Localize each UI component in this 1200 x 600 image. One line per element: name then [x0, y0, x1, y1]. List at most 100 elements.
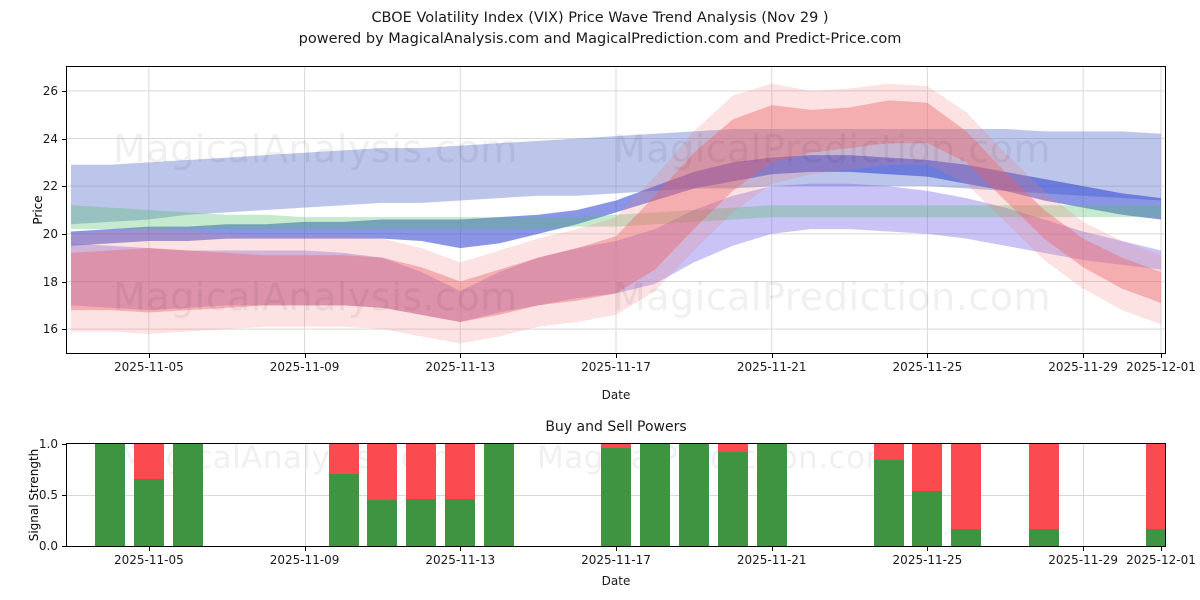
buy-power-segment: [1029, 528, 1060, 546]
signal-bar[interactable]: [328, 444, 359, 546]
buy-power-segment: [445, 499, 476, 546]
buy-power-segment: [367, 500, 398, 546]
main-y-tick: 24: [42, 131, 58, 146]
main-x-tick-mark: [304, 354, 306, 358]
buy-power-segment: [912, 490, 943, 546]
signal-x-tick: 2025-11-21: [736, 553, 807, 567]
sell-power-segment: [1146, 444, 1165, 529]
signal-bar[interactable]: [406, 444, 437, 546]
main-y-tick: 20: [42, 226, 58, 241]
signal-x-tick: 2025-11-17: [581, 553, 651, 567]
main-x-tick: 2025-12-01: [1126, 360, 1196, 374]
main-x-tick-mark: [927, 354, 929, 358]
main-x-tick-mark: [1161, 354, 1162, 358]
signal-x-axis-label: Date: [601, 574, 631, 588]
main-y-tick: 18: [42, 274, 58, 289]
sell-power-segment: [912, 444, 943, 491]
signal-x-tick: 2025-11-05: [113, 553, 184, 567]
buy-sell-powers-chart: MagicalAnalysis.com MagicalPrediction.co…: [66, 443, 1166, 547]
buy-power-segment: [133, 478, 164, 546]
signal-bar[interactable]: [172, 444, 203, 546]
signal-bar[interactable]: [873, 444, 904, 546]
sell-power-segment: [367, 444, 398, 501]
buy-power-segment: [756, 444, 787, 546]
main-y-tick-mark: [62, 186, 66, 188]
signal-bar[interactable]: [445, 444, 476, 546]
buy-power-segment: [484, 444, 515, 546]
price-wave-trend-chart: MagicalAnalysis.com MagicalPrediction.co…: [66, 66, 1166, 354]
signal-bar[interactable]: [94, 444, 125, 546]
main-y-tick-mark: [62, 138, 66, 140]
main-x-tick-mark: [771, 354, 773, 358]
sell-power-segment: [601, 444, 631, 449]
main-x-tick-mark: [148, 354, 150, 358]
signal-bar[interactable]: [756, 444, 787, 546]
signal-x-tick-mark: [304, 547, 306, 551]
watermark-signal-right: MagicalPrediction.com: [537, 443, 897, 476]
signal-x-tick: 2025-11-09: [269, 553, 340, 567]
main-x-axis-label: Date: [601, 388, 631, 402]
sell-power-segment: [1029, 444, 1060, 529]
buy-power-segment: [678, 444, 709, 546]
signal-bar[interactable]: [601, 444, 631, 546]
buy-power-segment: [873, 460, 904, 546]
signal-bar[interactable]: [951, 444, 982, 546]
page-subtitle: powered by MagicalAnalysis.com and Magic…: [298, 31, 902, 47]
watermark-signal-left: MagicalAnalysis.com: [119, 443, 451, 476]
sell-power-segment: [445, 444, 476, 500]
main-x-tick: 2025-11-13: [425, 360, 496, 374]
signal-bar[interactable]: [1029, 444, 1060, 546]
signal-bar[interactable]: [133, 444, 164, 546]
sell-power-segment: [951, 444, 982, 529]
signal-x-tick-mark: [148, 547, 150, 551]
sell-power-segment: [406, 444, 437, 500]
signal-x-tick-mark: [927, 547, 929, 551]
buy-power-segment: [1146, 528, 1165, 546]
signal-x-tick-mark: [1161, 547, 1162, 551]
signal-y-tick: 1.0: [38, 437, 58, 451]
main-y-tick-mark: [62, 233, 66, 235]
main-x-tick: 2025-11-05: [113, 360, 184, 374]
signal-x-tick-mark: [771, 547, 773, 551]
signal-bar[interactable]: [678, 444, 709, 546]
signal-bar[interactable]: [367, 444, 398, 546]
signal-gridline-vertical: [304, 444, 306, 546]
buy-power-segment: [328, 473, 359, 546]
buy-power-segment: [94, 444, 125, 546]
signal-x-tick: 2025-11-13: [425, 553, 496, 567]
buy-power-segment: [601, 448, 631, 546]
signal-gridline-vertical: [1083, 444, 1085, 546]
signal-y-tick: 0.0: [38, 539, 58, 553]
buy-power-segment: [951, 528, 982, 546]
signal-bar[interactable]: [484, 444, 515, 546]
signal-x-tick-mark: [460, 547, 462, 551]
signal-x-tick: 2025-11-29: [1048, 553, 1119, 567]
signal-bar[interactable]: [717, 444, 748, 546]
main-x-tick-mark: [616, 354, 617, 358]
signal-chart-title: Buy and Sell Powers: [545, 419, 687, 435]
buy-power-segment: [717, 452, 748, 546]
signal-x-tick: 2025-11-25: [892, 553, 963, 567]
signal-bar[interactable]: [639, 444, 670, 546]
signal-y-tick: 0.5: [38, 488, 58, 502]
signal-bar[interactable]: [1146, 444, 1165, 546]
signal-y-tick-mark: [62, 546, 66, 547]
buy-power-segment: [172, 444, 203, 546]
signal-x-tick-mark: [1083, 547, 1085, 551]
page-title: CBOE Volatility Index (VIX) Price Wave T…: [371, 10, 829, 26]
price-bands-svg: [67, 67, 1165, 353]
sell-power-segment: [328, 444, 359, 474]
main-y-tick-mark: [62, 281, 66, 283]
buy-power-segment: [639, 444, 670, 546]
sell-power-segment: [873, 444, 904, 461]
main-x-tick: 2025-11-17: [581, 360, 651, 374]
main-y-tick-mark: [62, 90, 66, 92]
main-x-tick: 2025-11-25: [892, 360, 963, 374]
main-x-tick: 2025-11-29: [1048, 360, 1119, 374]
signal-bar[interactable]: [912, 444, 943, 546]
buy-power-segment: [406, 499, 437, 546]
main-x-tick: 2025-11-09: [269, 360, 340, 374]
sell-power-segment: [133, 444, 164, 479]
main-x-tick-mark: [1083, 354, 1085, 358]
main-x-tick: 2025-11-21: [736, 360, 807, 374]
